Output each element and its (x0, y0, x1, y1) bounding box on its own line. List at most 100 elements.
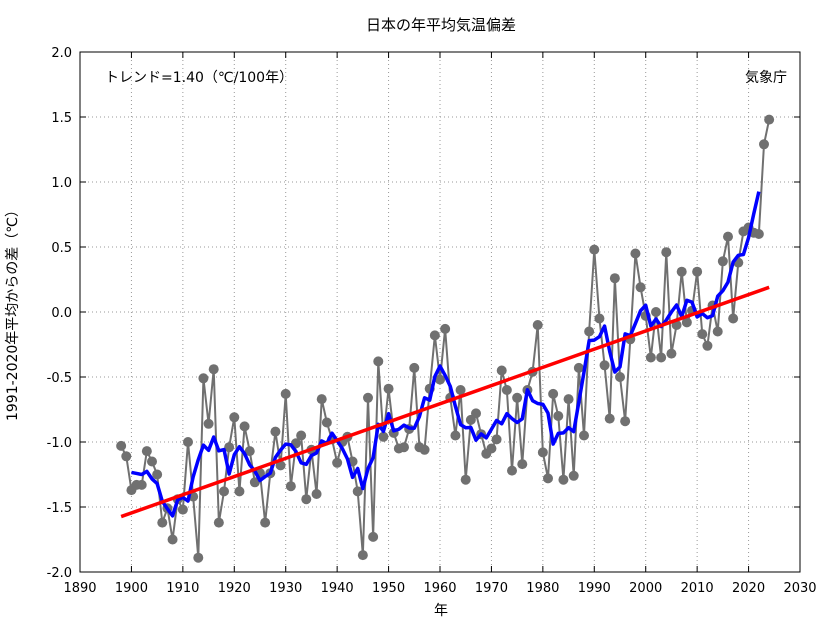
annual-point (229, 412, 240, 423)
annual-point (563, 394, 574, 405)
annual-point (573, 362, 584, 373)
annual-point (553, 411, 564, 421)
annual-point (455, 385, 466, 395)
annual-point (368, 531, 379, 542)
axis-ticks: 1890 1900 1910 1920 1930 1940 1950 1960 1970 1980… (47, 46, 817, 596)
annual-point (157, 517, 168, 528)
annual-point (666, 348, 677, 359)
annual-point (208, 364, 219, 375)
annual-point (373, 356, 384, 367)
y-tick-label: 0.5 (51, 241, 72, 256)
annual-point (615, 372, 625, 382)
annual-point (419, 444, 430, 455)
annual-series (116, 114, 775, 563)
annual-point (383, 383, 394, 394)
annual-point (558, 474, 569, 485)
annual-point (543, 473, 553, 484)
annual-point (321, 417, 332, 428)
annual-point (589, 244, 600, 255)
x-tick-label: 1940 (321, 581, 354, 596)
annual-point (681, 317, 692, 328)
x-tick-label: 1960 (423, 581, 456, 596)
annual-point (692, 266, 703, 277)
annual-point (363, 392, 373, 403)
annual-point (584, 326, 595, 337)
annual-point (234, 486, 245, 497)
y-tick-label: 1.0 (51, 176, 72, 191)
annual-point (604, 413, 615, 424)
annual-point (332, 457, 343, 468)
annual-point (429, 330, 440, 341)
x-tick-label: 1890 (63, 581, 96, 596)
annual-point (723, 231, 733, 242)
annual-point (352, 486, 363, 497)
annual-point (152, 469, 163, 480)
annual-point (440, 323, 451, 334)
y-axis-label: 1991-2020年平均からの差（℃） (5, 203, 21, 421)
annual-point (501, 385, 512, 395)
x-tick-label: 1930 (269, 581, 302, 596)
x-tick-label: 2030 (783, 581, 816, 596)
annual-point (270, 426, 281, 437)
annual-point (249, 477, 260, 488)
annual-point (285, 481, 296, 492)
annual-point (517, 459, 528, 470)
annual-point (260, 517, 271, 528)
trend-series (120, 285, 770, 519)
annual-point (702, 340, 713, 351)
annual-point (645, 352, 656, 363)
running-mean-series (131, 191, 761, 518)
annual-point (116, 440, 127, 451)
annual-point (697, 329, 708, 340)
y-tick-label: -1.5 (47, 501, 72, 516)
x-tick-label: 2020 (732, 581, 765, 596)
annual-point (198, 373, 209, 384)
y-tick-label: 0.0 (51, 306, 72, 321)
annual-point (537, 447, 548, 458)
annual-point (141, 446, 152, 457)
annual-point (280, 388, 291, 399)
annual-point (512, 392, 523, 403)
x-tick-label: 1900 (115, 581, 148, 596)
annual-point (532, 320, 543, 330)
x-axis-label: 年 (434, 603, 448, 619)
annual-point (311, 489, 322, 499)
annual-point (656, 352, 667, 363)
x-tick-label: 1980 (526, 581, 559, 596)
annual-point (244, 446, 255, 457)
annual-point (121, 451, 132, 462)
x-tick-label: 2000 (629, 581, 662, 596)
y-tick-label: -0.5 (47, 371, 72, 386)
annual-point (661, 247, 672, 258)
annual-point (301, 494, 312, 505)
annual-point (594, 313, 605, 324)
annual-point (491, 434, 502, 445)
annual-point (316, 394, 327, 405)
annual-point (471, 408, 481, 419)
annual-point (167, 534, 178, 545)
x-tick-label: 1950 (372, 581, 405, 596)
annual-point (357, 550, 368, 561)
annual-point (651, 307, 661, 317)
x-tick-label: 1910 (166, 581, 199, 596)
annual-point (136, 479, 147, 490)
annual-point (609, 273, 620, 284)
annual-point (378, 431, 389, 442)
x-tick-label: 2010 (681, 581, 714, 596)
running-mean-line (131, 191, 761, 518)
annual-point (486, 443, 497, 454)
annual-point (193, 552, 204, 563)
annual-point (728, 313, 739, 324)
annual-point (507, 465, 517, 476)
annual-point (548, 388, 559, 399)
y-tick-label: 1.5 (51, 111, 72, 126)
x-tick-label: 1990 (578, 581, 611, 596)
annual-point (568, 470, 579, 481)
annual-point (219, 486, 229, 497)
annual-point (712, 326, 723, 337)
annual-point (460, 474, 471, 485)
annual-point (620, 416, 631, 427)
annual-point (496, 365, 507, 376)
annual-point (599, 360, 610, 371)
annual-point (213, 517, 224, 528)
